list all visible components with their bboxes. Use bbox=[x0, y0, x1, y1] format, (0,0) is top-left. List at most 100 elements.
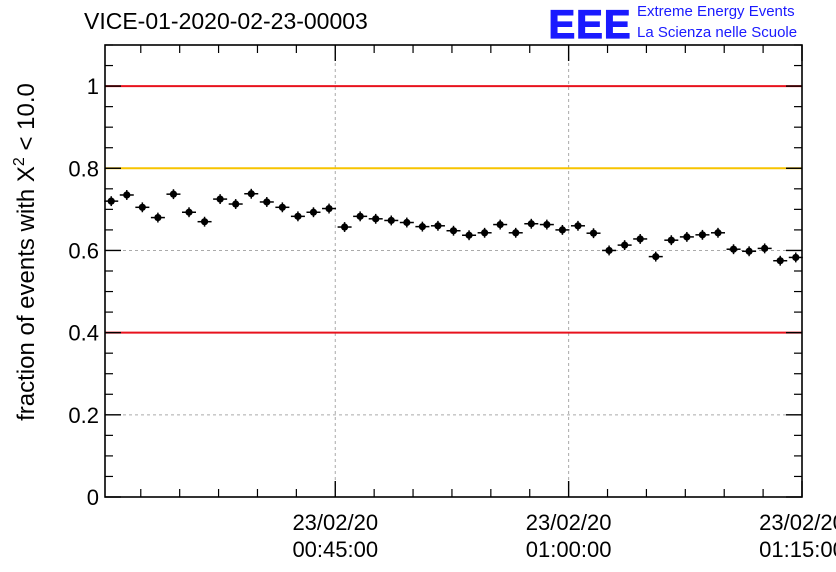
reference-lines bbox=[105, 85, 802, 334]
data-point bbox=[773, 255, 788, 266]
data-point bbox=[119, 190, 134, 200]
data-point bbox=[337, 222, 352, 232]
tick-labels: 00.20.40.60.8123/02/2000:45:0023/02/2001… bbox=[68, 74, 836, 562]
axis-ticks bbox=[105, 44, 803, 498]
data-point bbox=[213, 194, 228, 205]
data-marker bbox=[356, 212, 364, 220]
y-axis-label-symbol: X bbox=[13, 166, 40, 182]
y-tick-label: 0.4 bbox=[68, 321, 99, 346]
data-point bbox=[664, 235, 679, 246]
data-marker bbox=[745, 247, 753, 255]
data-point bbox=[104, 196, 119, 207]
data-marker bbox=[667, 236, 675, 244]
data-point bbox=[150, 212, 165, 223]
data-point bbox=[399, 217, 414, 228]
data-marker bbox=[232, 200, 240, 208]
x-tick-label-time: 00:45:00 bbox=[292, 537, 378, 562]
data-marker bbox=[621, 241, 629, 249]
data-marker bbox=[123, 191, 131, 199]
data-marker bbox=[325, 204, 333, 213]
data-marker bbox=[729, 245, 738, 253]
data-marker bbox=[589, 229, 598, 237]
data-marker bbox=[543, 220, 551, 229]
data-point bbox=[275, 202, 290, 213]
data-point bbox=[290, 211, 305, 222]
data-marker bbox=[387, 216, 395, 225]
data-marker bbox=[527, 220, 535, 228]
data-point bbox=[462, 230, 477, 241]
data-point bbox=[353, 211, 368, 222]
data-point bbox=[679, 231, 694, 242]
data-marker bbox=[294, 212, 302, 220]
x-tick-label-date: 23/02/20 bbox=[292, 510, 378, 535]
data-marker bbox=[636, 235, 644, 243]
data-marker bbox=[776, 257, 784, 265]
data-point bbox=[742, 246, 757, 257]
data-marker bbox=[449, 227, 458, 235]
data-marker bbox=[465, 231, 473, 239]
data-point bbox=[368, 213, 383, 224]
y-tick-label: 0.8 bbox=[68, 156, 99, 181]
eee-logo: EEE bbox=[548, 2, 631, 44]
data-point bbox=[602, 245, 617, 256]
data-marker bbox=[512, 229, 520, 237]
data-point bbox=[322, 203, 337, 214]
data-marker bbox=[247, 190, 255, 198]
x-tick-label-date: 23/02/20 bbox=[759, 510, 836, 535]
data-marker bbox=[169, 190, 178, 198]
data-marker bbox=[698, 231, 707, 239]
data-marker bbox=[340, 223, 349, 231]
data-marker bbox=[138, 203, 146, 211]
y-axis-label: fraction of events with X2 < 10.0 bbox=[11, 83, 40, 421]
data-point bbox=[384, 215, 399, 226]
data-point bbox=[228, 199, 243, 209]
logo-line-2: La Scienza nelle Scuole bbox=[637, 24, 798, 41]
x-tick-label-date: 23/02/20 bbox=[526, 510, 612, 535]
data-point bbox=[197, 216, 212, 227]
y-axis-label-suffix: < 10.0 bbox=[13, 83, 40, 157]
logo-line-1: Extreme Energy Events bbox=[637, 3, 795, 20]
eee-logo-text: EEE bbox=[548, 3, 631, 44]
data-point bbox=[430, 220, 445, 231]
data-marker bbox=[792, 253, 800, 262]
data-point bbox=[306, 207, 321, 218]
grid-layer bbox=[105, 45, 802, 497]
data-point bbox=[648, 251, 663, 262]
data-marker bbox=[496, 220, 504, 229]
data-point bbox=[524, 218, 539, 229]
plot-frame bbox=[104, 44, 803, 498]
data-point bbox=[415, 221, 430, 232]
data-marker bbox=[309, 208, 318, 216]
data-point bbox=[757, 243, 772, 254]
data-marker bbox=[154, 213, 162, 222]
y-tick-label: 1 bbox=[87, 74, 99, 99]
data-marker bbox=[107, 197, 115, 205]
data-point bbox=[244, 188, 259, 199]
data-point bbox=[695, 229, 710, 240]
data-marker bbox=[714, 229, 722, 237]
data-marker bbox=[216, 195, 224, 203]
data-marker bbox=[263, 198, 271, 206]
data-marker bbox=[605, 246, 613, 255]
data-marker bbox=[185, 208, 193, 216]
data-point bbox=[633, 234, 648, 244]
data-point bbox=[726, 244, 741, 255]
data-marker bbox=[403, 218, 411, 227]
data-point bbox=[493, 219, 508, 230]
data-marker bbox=[683, 233, 691, 241]
data-marker bbox=[434, 222, 442, 230]
data-point bbox=[135, 202, 150, 213]
data-marker bbox=[574, 222, 582, 230]
data-marker bbox=[761, 244, 769, 252]
data-marker bbox=[418, 223, 426, 231]
y-tick-label: 0.2 bbox=[68, 403, 99, 428]
data-marker bbox=[278, 203, 286, 211]
data-point bbox=[539, 219, 554, 230]
y-axis-label-prefix: fraction of events with bbox=[13, 182, 40, 421]
chart-title: VICE-01-2020-02-23-00003 bbox=[84, 8, 368, 34]
data-marker bbox=[652, 253, 660, 261]
y-axis-label-sup: 2 bbox=[11, 157, 28, 166]
y-tick-label: 0.6 bbox=[68, 238, 99, 263]
data-point bbox=[570, 220, 585, 231]
